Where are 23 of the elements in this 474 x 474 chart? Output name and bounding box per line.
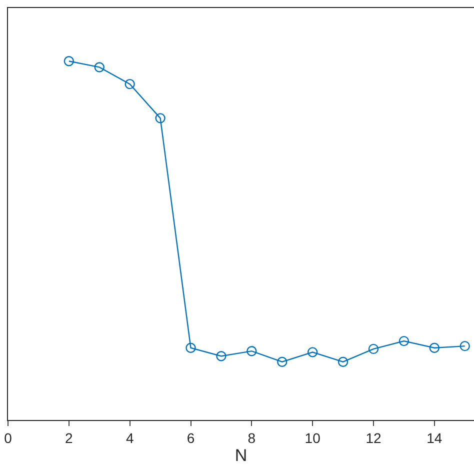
- point: [186, 342, 196, 353]
- point: [429, 342, 440, 353]
- point: [246, 346, 257, 356]
- x-tick-label: 8: [248, 430, 256, 446]
- point: [307, 347, 318, 358]
- x-tick-label: 0: [4, 430, 12, 446]
- point: [216, 351, 226, 362]
- x-axis-title: N: [234, 446, 248, 466]
- point: [64, 56, 74, 66]
- point: [398, 336, 410, 346]
- x-tick-label: 14: [426, 430, 442, 446]
- x-tick-label: 2: [65, 430, 74, 446]
- x-tick-label: 4: [126, 430, 134, 446]
- x-tick-label: 10: [304, 430, 321, 446]
- point: [460, 340, 470, 352]
- point: [124, 78, 135, 90]
- point: [338, 356, 348, 367]
- point: [277, 356, 288, 367]
- point: [368, 344, 379, 354]
- point: [94, 62, 104, 72]
- x-tick-label: 6: [186, 430, 195, 446]
- point: [155, 113, 166, 124]
- x-tick-label: 12: [366, 430, 382, 446]
